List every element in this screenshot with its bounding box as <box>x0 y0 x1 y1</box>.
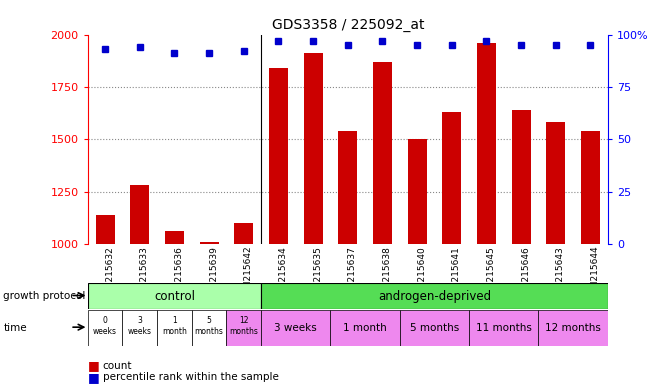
Bar <box>165 231 184 244</box>
Text: 3 weeks: 3 weeks <box>274 323 317 333</box>
Bar <box>338 131 358 244</box>
Text: control: control <box>154 290 195 303</box>
Bar <box>400 310 469 346</box>
Text: GSM215636: GSM215636 <box>174 246 183 301</box>
Bar <box>200 242 218 244</box>
Bar <box>330 310 400 346</box>
Bar <box>88 310 122 346</box>
Bar <box>477 43 496 244</box>
Bar <box>130 185 150 244</box>
Bar <box>96 215 114 244</box>
Bar <box>157 310 192 346</box>
Text: 1
month: 1 month <box>162 316 187 336</box>
Bar <box>269 68 288 244</box>
Text: GSM215632: GSM215632 <box>105 246 114 301</box>
Text: GSM215638: GSM215638 <box>382 246 391 301</box>
Bar <box>512 110 530 244</box>
Title: GDS3358 / 225092_at: GDS3358 / 225092_at <box>272 18 424 32</box>
Text: GSM215634: GSM215634 <box>278 246 287 301</box>
Text: count: count <box>103 361 132 371</box>
Text: ■: ■ <box>88 359 99 372</box>
Text: ■: ■ <box>88 371 99 384</box>
Bar <box>373 62 392 244</box>
Text: GSM215640: GSM215640 <box>417 246 426 301</box>
Bar <box>192 310 226 346</box>
Text: 12 months: 12 months <box>545 323 601 333</box>
Text: GSM215639: GSM215639 <box>209 246 218 301</box>
Text: GSM215645: GSM215645 <box>486 246 495 301</box>
Text: GSM215644: GSM215644 <box>590 246 599 300</box>
Text: GSM215643: GSM215643 <box>556 246 565 301</box>
Text: GSM215646: GSM215646 <box>521 246 530 301</box>
Text: GSM215642: GSM215642 <box>244 246 253 300</box>
Text: GSM215635: GSM215635 <box>313 246 322 301</box>
Bar <box>408 139 426 244</box>
Text: 3
weeks: 3 weeks <box>128 316 151 336</box>
Text: GSM215637: GSM215637 <box>348 246 357 301</box>
Bar <box>304 53 322 244</box>
Text: 1 month: 1 month <box>343 323 387 333</box>
Text: androgen-deprived: androgen-deprived <box>378 290 491 303</box>
Bar <box>226 310 261 346</box>
Text: 5
months: 5 months <box>194 316 224 336</box>
Text: GSM215641: GSM215641 <box>452 246 461 301</box>
Text: time: time <box>3 323 27 333</box>
Bar <box>546 122 566 244</box>
Text: growth protocol: growth protocol <box>3 291 86 301</box>
Text: 11 months: 11 months <box>476 323 532 333</box>
Bar <box>442 112 462 244</box>
Text: 12
months: 12 months <box>229 316 258 336</box>
Bar <box>122 310 157 346</box>
Bar <box>581 131 600 244</box>
Text: percentile rank within the sample: percentile rank within the sample <box>103 372 279 382</box>
Bar <box>234 223 254 244</box>
Bar <box>261 310 330 346</box>
Text: GSM215633: GSM215633 <box>140 246 149 301</box>
Bar <box>469 310 538 346</box>
Text: 0
weeks: 0 weeks <box>93 316 117 336</box>
Bar <box>538 310 608 346</box>
Text: 5 months: 5 months <box>410 323 459 333</box>
Bar <box>88 283 261 309</box>
Bar <box>261 283 608 309</box>
